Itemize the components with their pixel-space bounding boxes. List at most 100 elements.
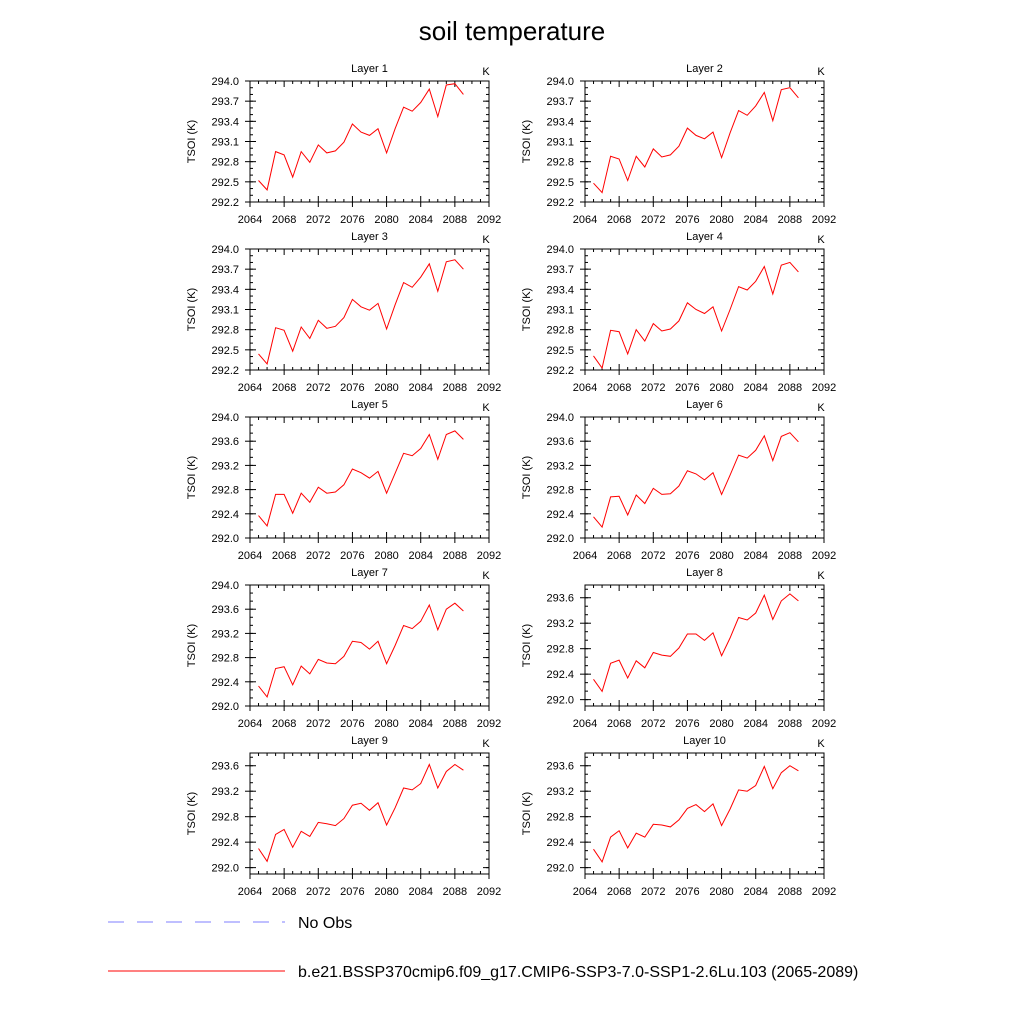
y-axis-label: TSOI (K)	[521, 456, 533, 499]
y-tick-label: 294.0	[546, 76, 574, 88]
panel-title: Layer 6	[686, 399, 723, 411]
panel-title: Layer 10	[683, 735, 726, 747]
y-tick-label: 292.0	[211, 863, 239, 875]
y-tick-label: 293.4	[546, 284, 574, 296]
y-axis-label: TSOI (K)	[521, 792, 533, 835]
x-tick-label: 2064	[238, 886, 262, 898]
y-tick-label: 292.8	[211, 157, 239, 169]
x-tick-label: 2088	[778, 886, 802, 898]
x-tick-label: 2080	[374, 382, 398, 394]
y-tick-label: 292.8	[546, 644, 574, 656]
y-axis-label: TSOI (K)	[521, 624, 533, 667]
y-tick-label: 292.4	[546, 837, 574, 849]
panel-title: Layer 2	[686, 63, 723, 75]
x-tick-label: 2084	[408, 718, 432, 730]
series-line-layer-8	[593, 593, 799, 693]
y-axis-label: TSOI (K)	[186, 792, 198, 835]
x-tick-label: 2080	[709, 718, 733, 730]
y-tick-label: 292.0	[546, 533, 574, 545]
x-tick-label: 2076	[675, 886, 699, 898]
legend-no-obs-label: No Obs	[298, 915, 352, 932]
x-tick-label: 2072	[641, 718, 665, 730]
x-tick-label: 2068	[607, 886, 631, 898]
x-tick-label: 2092	[812, 886, 836, 898]
plot-frame	[249, 752, 490, 875]
x-tick-label: 2088	[443, 214, 467, 226]
y-tick-label: 293.7	[546, 264, 574, 276]
x-tick-label: 2080	[709, 214, 733, 226]
chart-panel-layer-8: Layer 8 K TSOI (K) 2064 2068 2072 2076 2080 2084…	[521, 567, 836, 730]
x-tick-label: 2072	[306, 550, 330, 562]
y-tick-label: 294.0	[546, 244, 574, 256]
y-tick-label: 292.5	[211, 177, 239, 189]
x-tick-label: 2088	[778, 382, 802, 394]
x-tick-label: 2072	[306, 718, 330, 730]
y-tick-label: 292.8	[211, 653, 239, 665]
plot-frame	[584, 416, 825, 539]
y-tick-label: 293.2	[546, 460, 574, 472]
x-tick-label: 2088	[443, 550, 467, 562]
x-tick-label: 2092	[477, 550, 501, 562]
unit-label: K	[482, 234, 490, 246]
y-tick-label: 292.8	[211, 812, 239, 824]
x-tick-label: 2088	[443, 718, 467, 730]
x-tick-label: 2084	[408, 214, 432, 226]
panel-title: Layer 3	[351, 231, 388, 243]
x-tick-label: 2080	[709, 382, 733, 394]
x-tick-label: 2076	[675, 382, 699, 394]
y-tick-label: 294.0	[211, 244, 239, 256]
y-tick-label: 293.2	[546, 786, 574, 798]
unit-label: K	[817, 402, 825, 414]
y-tick-label: 293.1	[211, 137, 239, 149]
y-tick-label: 293.1	[546, 305, 574, 317]
y-tick-label: 292.0	[546, 695, 574, 707]
y-axis-label: TSOI (K)	[521, 120, 533, 163]
y-tick-label: 292.2	[546, 365, 574, 377]
y-tick-label: 292.5	[546, 345, 574, 357]
unit-label: K	[817, 234, 825, 246]
plot-frame	[584, 584, 825, 707]
x-tick-label: 2088	[778, 214, 802, 226]
series-line-layer-4	[593, 261, 799, 370]
x-tick-label: 2072	[306, 382, 330, 394]
y-axis-label: TSOI (K)	[521, 288, 533, 331]
y-axis-label: TSOI (K)	[186, 456, 198, 499]
x-tick-label: 2092	[477, 886, 501, 898]
y-tick-label: 293.6	[211, 436, 239, 448]
panels: Layer 1 K TSOI (K) 2064 2068 2072 2076 2080 2084…	[186, 63, 836, 898]
y-tick-label: 292.5	[546, 177, 574, 189]
unit-label: K	[482, 66, 490, 78]
x-tick-label: 2088	[778, 550, 802, 562]
x-tick-label: 2064	[573, 214, 597, 226]
chart-panel-layer-1: Layer 1 K TSOI (K) 2064 2068 2072 2076 2080 2084…	[186, 63, 501, 226]
y-tick-label: 292.0	[546, 863, 574, 875]
x-tick-label: 2088	[443, 886, 467, 898]
chart-panel-layer-2: Layer 2 K TSOI (K) 2064 2068 2072 2076 2080 2084…	[521, 63, 836, 226]
x-tick-label: 2076	[340, 550, 364, 562]
x-tick-label: 2064	[573, 886, 597, 898]
series-line-layer-1	[258, 83, 464, 191]
y-tick-label: 292.4	[211, 509, 239, 521]
x-tick-label: 2068	[607, 382, 631, 394]
x-tick-label: 2068	[607, 550, 631, 562]
x-tick-label: 2076	[675, 550, 699, 562]
unit-label: K	[817, 66, 825, 78]
unit-label: K	[817, 570, 825, 582]
plot-frame	[249, 584, 490, 707]
x-tick-label: 2084	[743, 214, 767, 226]
chart-panel-layer-4: Layer 4 K TSOI (K) 2064 2068 2072 2076 2080 2084…	[521, 231, 836, 394]
figure-title: soil temperature	[419, 16, 605, 46]
chart-panel-layer-6: Layer 6 K TSOI (K) 2064 2068 2072 2076 2080 2084…	[521, 399, 836, 562]
series-line-layer-5	[258, 430, 464, 527]
panel-title: Layer 4	[686, 231, 723, 243]
y-tick-label: 292.2	[546, 197, 574, 209]
y-axis-label: TSOI (K)	[186, 120, 198, 163]
x-tick-label: 2068	[607, 214, 631, 226]
y-tick-label: 293.2	[211, 786, 239, 798]
x-tick-label: 2072	[306, 214, 330, 226]
y-tick-label: 292.8	[546, 325, 574, 337]
legend-model-label: b.e21.BSSP370cmip6.f09_g17.CMIP6-SSP3-7.…	[298, 964, 858, 981]
y-tick-label: 292.5	[211, 345, 239, 357]
y-tick-label: 293.2	[211, 460, 239, 472]
